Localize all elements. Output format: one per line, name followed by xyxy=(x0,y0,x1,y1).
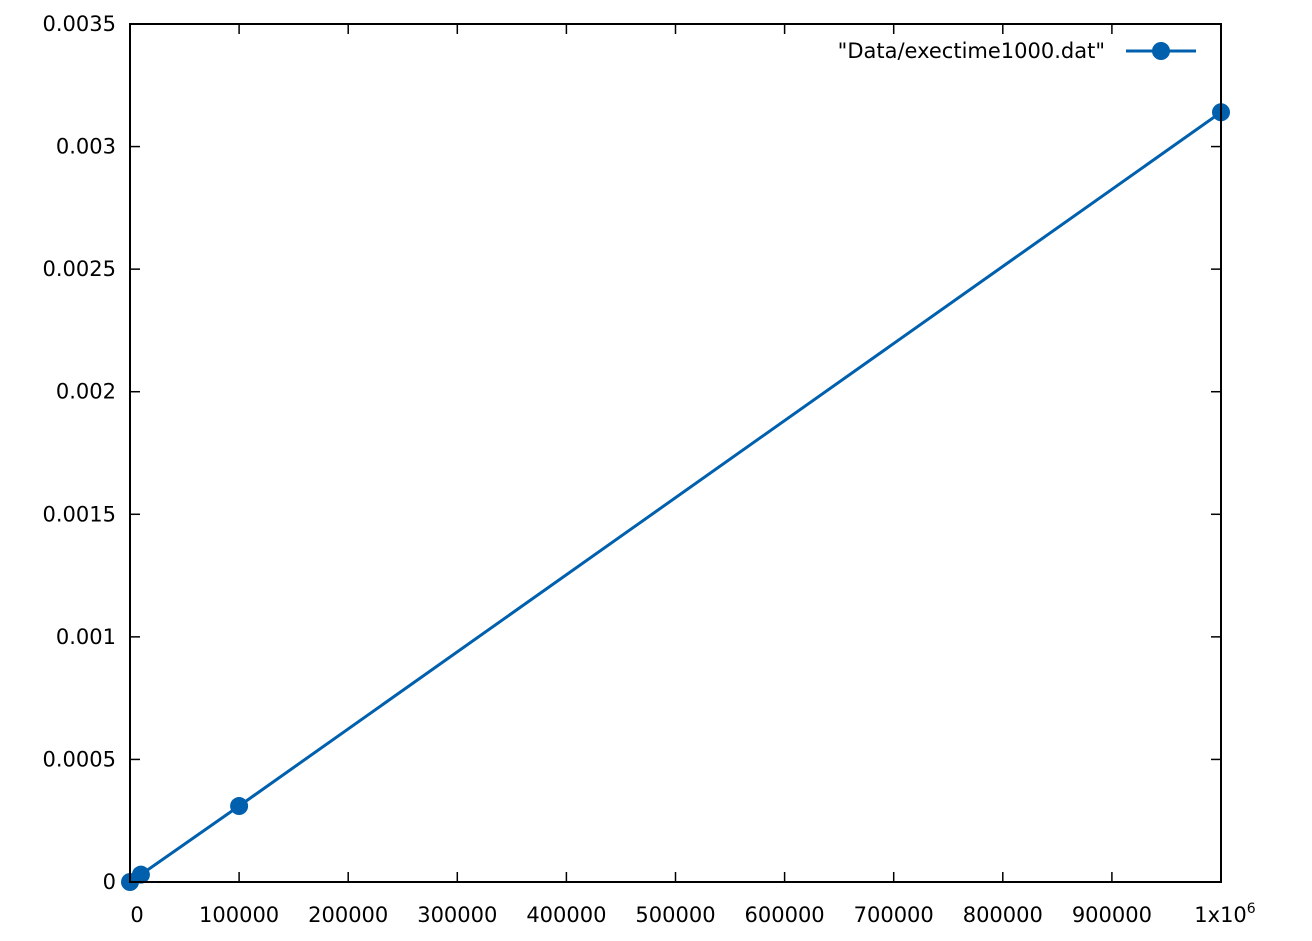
x-tick-label: 500000 xyxy=(635,903,715,927)
legend-marker-series-1 xyxy=(1152,42,1170,60)
y-tick-label: 0 xyxy=(103,870,116,894)
y-tick-label: 0.0025 xyxy=(43,257,116,281)
x-tick-label-last: 1x106 xyxy=(1194,901,1256,927)
y-tick-label: 0.0035 xyxy=(43,12,116,36)
legend: "Data/exectime1000.dat" xyxy=(838,39,1196,63)
x-tick-label: 100000 xyxy=(199,903,279,927)
x-tick-label: 400000 xyxy=(526,903,606,927)
axis-tick-labels: 0 100000 200000 300000 400000 500000 600000 700… xyxy=(43,12,1256,927)
x-tick-label: 300000 xyxy=(417,903,497,927)
axis-ticks xyxy=(129,23,1222,883)
y-tick-label: 0.002 xyxy=(56,380,116,404)
y-tick-label: 0.001 xyxy=(56,625,116,649)
x-tick-label: 200000 xyxy=(308,903,388,927)
x-tick-label: 0 xyxy=(130,903,143,927)
y-tick-label: 0.003 xyxy=(56,135,116,159)
x-tick-label: 800000 xyxy=(963,903,1043,927)
data-point xyxy=(230,797,249,816)
data-point xyxy=(131,865,150,884)
y-tick-label: 0.0015 xyxy=(43,502,116,526)
legend-label-series-1: "Data/exectime1000.dat" xyxy=(838,39,1105,63)
x-tick-label: 600000 xyxy=(745,903,825,927)
x-tick-label: 700000 xyxy=(854,903,934,927)
y-tick-label: 0.0005 xyxy=(43,747,116,771)
x-tick-label: 900000 xyxy=(1072,903,1152,927)
plot-frame xyxy=(129,23,1222,883)
series-line-1 xyxy=(129,111,1222,884)
series-layer xyxy=(121,103,1230,891)
